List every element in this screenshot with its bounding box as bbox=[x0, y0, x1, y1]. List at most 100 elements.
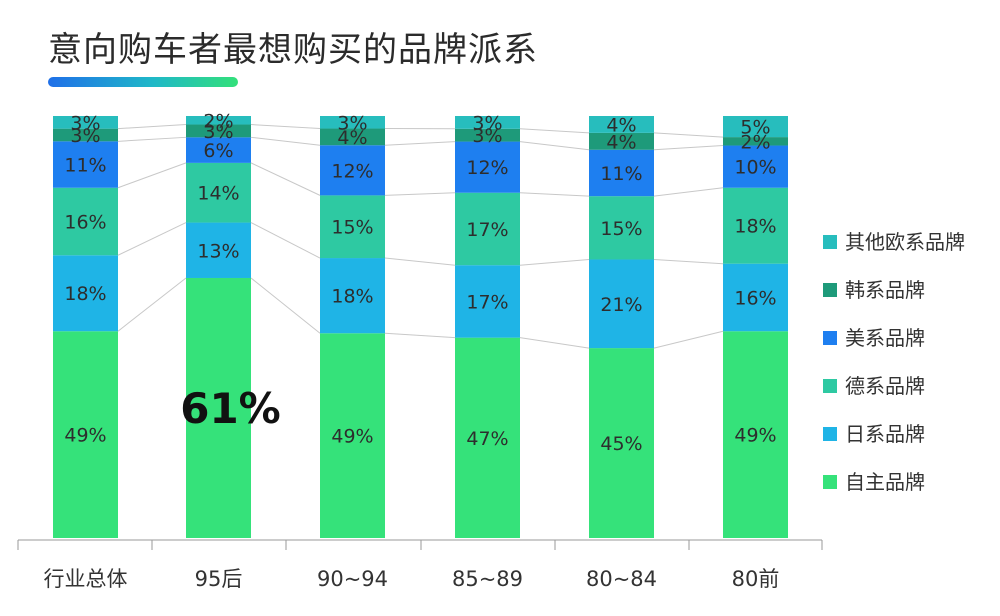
title-underline bbox=[48, 77, 238, 87]
bar-segment bbox=[455, 265, 520, 338]
bar-segment bbox=[723, 137, 788, 146]
bar-segment bbox=[455, 128, 520, 142]
x-tick-label: 80~84 bbox=[586, 567, 657, 591]
legend-label: 德系品牌 bbox=[845, 374, 925, 398]
connector-line bbox=[117, 222, 187, 256]
legend-swatch bbox=[823, 427, 837, 441]
legend-item: 德系品牌 bbox=[823, 374, 925, 398]
bar-segment bbox=[723, 263, 788, 332]
legend-label: 日系品牌 bbox=[845, 422, 925, 446]
chart-title: 意向购车者最想购买的品牌派系 bbox=[48, 30, 538, 70]
bar-segment bbox=[320, 258, 385, 334]
data-label: 5% bbox=[740, 117, 770, 139]
connector-line bbox=[117, 277, 187, 332]
data-label: 3% bbox=[337, 112, 367, 134]
data-label: 18% bbox=[734, 216, 776, 238]
legend-swatch bbox=[823, 283, 837, 297]
bar-segment bbox=[320, 333, 385, 538]
segment-labels: 49%18%16%11%3%3%61%13%14%6%3%2%49%18%15%… bbox=[64, 110, 776, 455]
connector-line bbox=[250, 277, 321, 334]
legend-label: 自主品牌 bbox=[845, 470, 925, 494]
bar-segment bbox=[723, 331, 788, 538]
bar-segment bbox=[53, 128, 118, 142]
data-label: 4% bbox=[337, 127, 367, 149]
connector-line bbox=[653, 132, 724, 138]
connector-line bbox=[519, 141, 590, 151]
connector-line bbox=[250, 222, 321, 259]
connector-line bbox=[653, 330, 724, 349]
connector-line bbox=[653, 187, 724, 197]
data-label: 47% bbox=[466, 428, 508, 450]
data-label: 15% bbox=[600, 218, 642, 240]
data-label: 49% bbox=[64, 425, 106, 447]
data-label: 12% bbox=[466, 157, 508, 179]
bar-segment bbox=[53, 116, 118, 129]
bar-segment bbox=[723, 145, 788, 188]
connector-line bbox=[384, 192, 456, 196]
data-label: 16% bbox=[734, 287, 776, 309]
legend-label: 其他欧系品牌 bbox=[845, 230, 965, 254]
connector-line bbox=[250, 124, 321, 130]
data-label: 3% bbox=[472, 125, 502, 147]
legend-item: 日系品牌 bbox=[823, 422, 925, 446]
connector-line bbox=[250, 162, 321, 196]
bars bbox=[53, 116, 788, 538]
data-label: 49% bbox=[331, 426, 373, 448]
data-label: 16% bbox=[64, 212, 106, 234]
data-label: 18% bbox=[64, 283, 106, 305]
bar-segment bbox=[186, 162, 251, 223]
connector-line bbox=[250, 136, 321, 146]
bar-segment bbox=[455, 141, 520, 193]
data-label: 4% bbox=[606, 114, 636, 136]
bar-segment bbox=[589, 149, 654, 197]
bar-segment bbox=[455, 116, 520, 129]
data-label: 11% bbox=[600, 163, 642, 185]
data-label: 2% bbox=[740, 131, 770, 153]
data-label: 17% bbox=[466, 219, 508, 241]
data-label: 17% bbox=[466, 291, 508, 313]
bar-segment bbox=[455, 192, 520, 266]
legend-item: 韩系品牌 bbox=[823, 278, 925, 302]
data-label: 14% bbox=[197, 183, 239, 205]
data-label: 49% bbox=[734, 425, 776, 447]
bar-segment bbox=[53, 255, 118, 332]
bar-segment bbox=[589, 196, 654, 260]
bar-segment bbox=[589, 259, 654, 349]
bar-segment bbox=[53, 331, 118, 538]
bar-segment bbox=[320, 195, 385, 259]
data-label: 3% bbox=[472, 112, 502, 134]
connector-line bbox=[519, 258, 590, 266]
connector-line bbox=[384, 141, 456, 146]
x-tick-label: 85~89 bbox=[452, 567, 523, 591]
bar-segment bbox=[723, 187, 788, 264]
data-label: 3% bbox=[203, 121, 233, 143]
connector-line bbox=[519, 128, 590, 134]
data-label: 11% bbox=[64, 155, 106, 177]
legend-swatch bbox=[823, 475, 837, 489]
data-label: 13% bbox=[197, 240, 239, 262]
connector-line bbox=[384, 257, 456, 266]
bar-segment bbox=[186, 116, 251, 125]
x-tick-label: 行业总体 bbox=[44, 567, 128, 591]
data-label: 45% bbox=[600, 433, 642, 455]
legend-swatch bbox=[823, 379, 837, 393]
connector-line bbox=[117, 124, 187, 130]
legend-label: 美系品牌 bbox=[845, 326, 925, 350]
bar-segment bbox=[186, 137, 251, 163]
bar-segment bbox=[320, 145, 385, 196]
bar-segment bbox=[186, 124, 251, 138]
connector-line bbox=[653, 145, 724, 151]
connector-line bbox=[117, 162, 187, 189]
data-label: 12% bbox=[331, 160, 373, 182]
data-label: 6% bbox=[203, 140, 233, 162]
legend-swatch bbox=[823, 331, 837, 345]
connector-lines bbox=[117, 124, 724, 349]
connector-line bbox=[653, 258, 724, 265]
bar-segment bbox=[186, 277, 251, 538]
data-label: 15% bbox=[331, 217, 373, 239]
data-label: 18% bbox=[331, 286, 373, 308]
bar-segment bbox=[455, 337, 520, 538]
